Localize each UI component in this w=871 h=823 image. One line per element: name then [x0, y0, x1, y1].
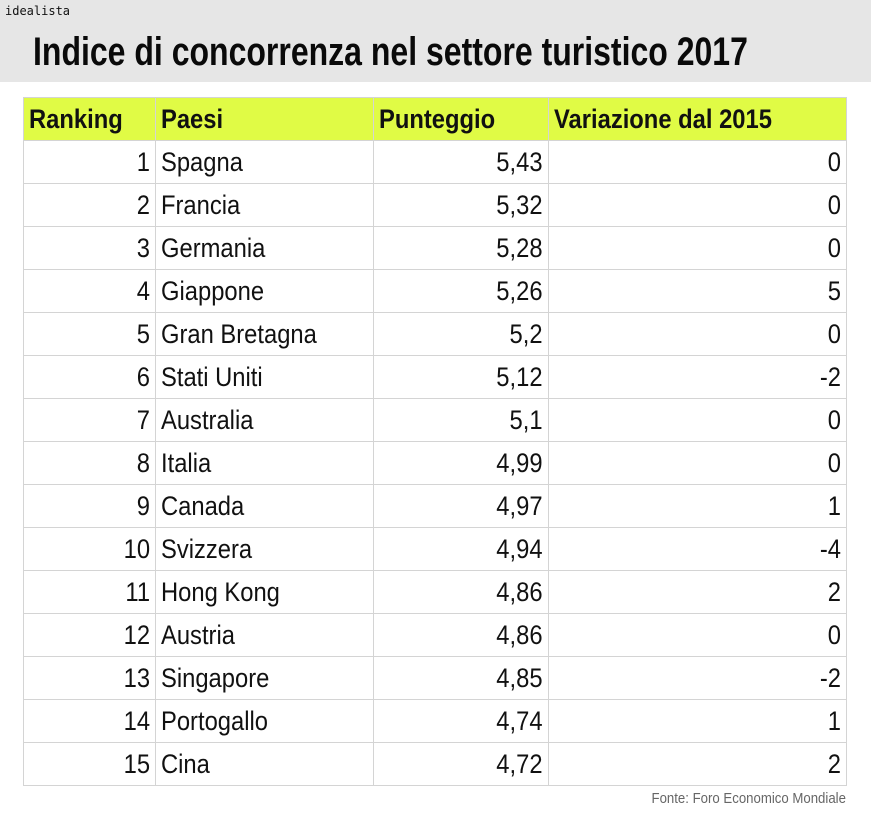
cell-ranking: 15: [23, 742, 156, 786]
table-row: 15 Cina 4,72 2: [23, 742, 847, 786]
cell-ranking: 12: [23, 613, 156, 657]
table-row: 1 Spagna 5,43 0: [23, 140, 847, 184]
table-row: 13 Singapore 4,85 -2: [23, 656, 847, 700]
column-header-ranking: Ranking: [23, 97, 156, 141]
cell-ranking: 10: [23, 527, 156, 571]
cell-change: -4: [548, 527, 847, 571]
cell-change: 2: [548, 742, 847, 786]
table-row: 6 Stati Uniti 5,12 -2: [23, 355, 847, 399]
cell-country: Italia: [155, 441, 374, 485]
cell-score: 5,28: [373, 226, 549, 270]
cell-score: 5,26: [373, 269, 549, 313]
cell-country: Giappone: [155, 269, 374, 313]
cell-country: Australia: [155, 398, 374, 442]
cell-country: Portogallo: [155, 699, 374, 743]
cell-ranking: 14: [23, 699, 156, 743]
cell-ranking: 6: [23, 355, 156, 399]
cell-ranking: 9: [23, 484, 156, 528]
table-row: 9 Canada 4,97 1: [23, 484, 847, 528]
cell-ranking: 5: [23, 312, 156, 356]
table-row: 3 Germania 5,28 0: [23, 226, 847, 270]
cell-change: 0: [548, 441, 847, 485]
table-row: 8 Italia 4,99 0: [23, 441, 847, 485]
cell-ranking: 7: [23, 398, 156, 442]
cell-country: Germania: [155, 226, 374, 270]
cell-score: 5,2: [373, 312, 549, 356]
cell-score: 4,85: [373, 656, 549, 700]
cell-score: 4,74: [373, 699, 549, 743]
brand-logo: idealista: [5, 4, 71, 18]
cell-change: 2: [548, 570, 847, 614]
cell-country: Svizzera: [155, 527, 374, 571]
table-row: 11 Hong Kong 4,86 2: [23, 570, 847, 614]
cell-score: 4,94: [373, 527, 549, 571]
cell-ranking: 2: [23, 183, 156, 227]
column-header-variazione: Variazione dal 2015: [548, 97, 847, 141]
cell-country: Canada: [155, 484, 374, 528]
cell-score: 4,86: [373, 570, 549, 614]
cell-ranking: 13: [23, 656, 156, 700]
cell-change: 0: [548, 226, 847, 270]
cell-change: -2: [548, 355, 847, 399]
cell-ranking: 3: [23, 226, 156, 270]
cell-country: Singapore: [155, 656, 374, 700]
cell-ranking: 8: [23, 441, 156, 485]
cell-change: 0: [548, 398, 847, 442]
cell-country: Cina: [155, 742, 374, 786]
cell-country: Francia: [155, 183, 374, 227]
cell-change: -2: [548, 656, 847, 700]
cell-ranking: 4: [23, 269, 156, 313]
cell-change: 0: [548, 183, 847, 227]
cell-score: 4,97: [373, 484, 549, 528]
table-row: 4 Giappone 5,26 5: [23, 269, 847, 313]
cell-score: 5,43: [373, 140, 549, 184]
cell-country: Spagna: [155, 140, 374, 184]
cell-score: 5,32: [373, 183, 549, 227]
cell-change: 1: [548, 484, 847, 528]
cell-change: 0: [548, 312, 847, 356]
cell-country: Gran Bretagna: [155, 312, 374, 356]
cell-score: 4,72: [373, 742, 549, 786]
cell-ranking: 11: [23, 570, 156, 614]
cell-score: 5,1: [373, 398, 549, 442]
cell-change: 0: [548, 613, 847, 657]
cell-score: 5,12: [373, 355, 549, 399]
table-row: 7 Australia 5,1 0: [23, 398, 847, 442]
column-header-paesi: Paesi: [155, 97, 374, 141]
cell-change: 5: [548, 269, 847, 313]
cell-country: Austria: [155, 613, 374, 657]
table-row: 12 Austria 4,86 0: [23, 613, 847, 657]
cell-score: 4,86: [373, 613, 549, 657]
cell-change: 1: [548, 699, 847, 743]
cell-country: Stati Uniti: [155, 355, 374, 399]
cell-score: 4,99: [373, 441, 549, 485]
cell-change: 0: [548, 140, 847, 184]
table-row: 14 Portogallo 4,74 1: [23, 699, 847, 743]
table-header-row: Ranking Paesi Punteggio Variazione dal 2…: [23, 97, 847, 141]
table-row: 2 Francia 5,32 0: [23, 183, 847, 227]
table-row: 5 Gran Bretagna 5,2 0: [23, 312, 847, 356]
page-title: Indice di concorrenza nel settore turist…: [33, 30, 748, 74]
table-row: 10 Svizzera 4,94 -4: [23, 527, 847, 571]
source-note: Fonte: Foro Economico Mondiale: [651, 790, 846, 807]
title-band: idealista Indice di concorrenza nel sett…: [0, 0, 871, 82]
cell-country: Hong Kong: [155, 570, 374, 614]
ranking-table: Ranking Paesi Punteggio Variazione dal 2…: [23, 97, 847, 786]
column-header-punteggio: Punteggio: [373, 97, 549, 141]
cell-ranking: 1: [23, 140, 156, 184]
